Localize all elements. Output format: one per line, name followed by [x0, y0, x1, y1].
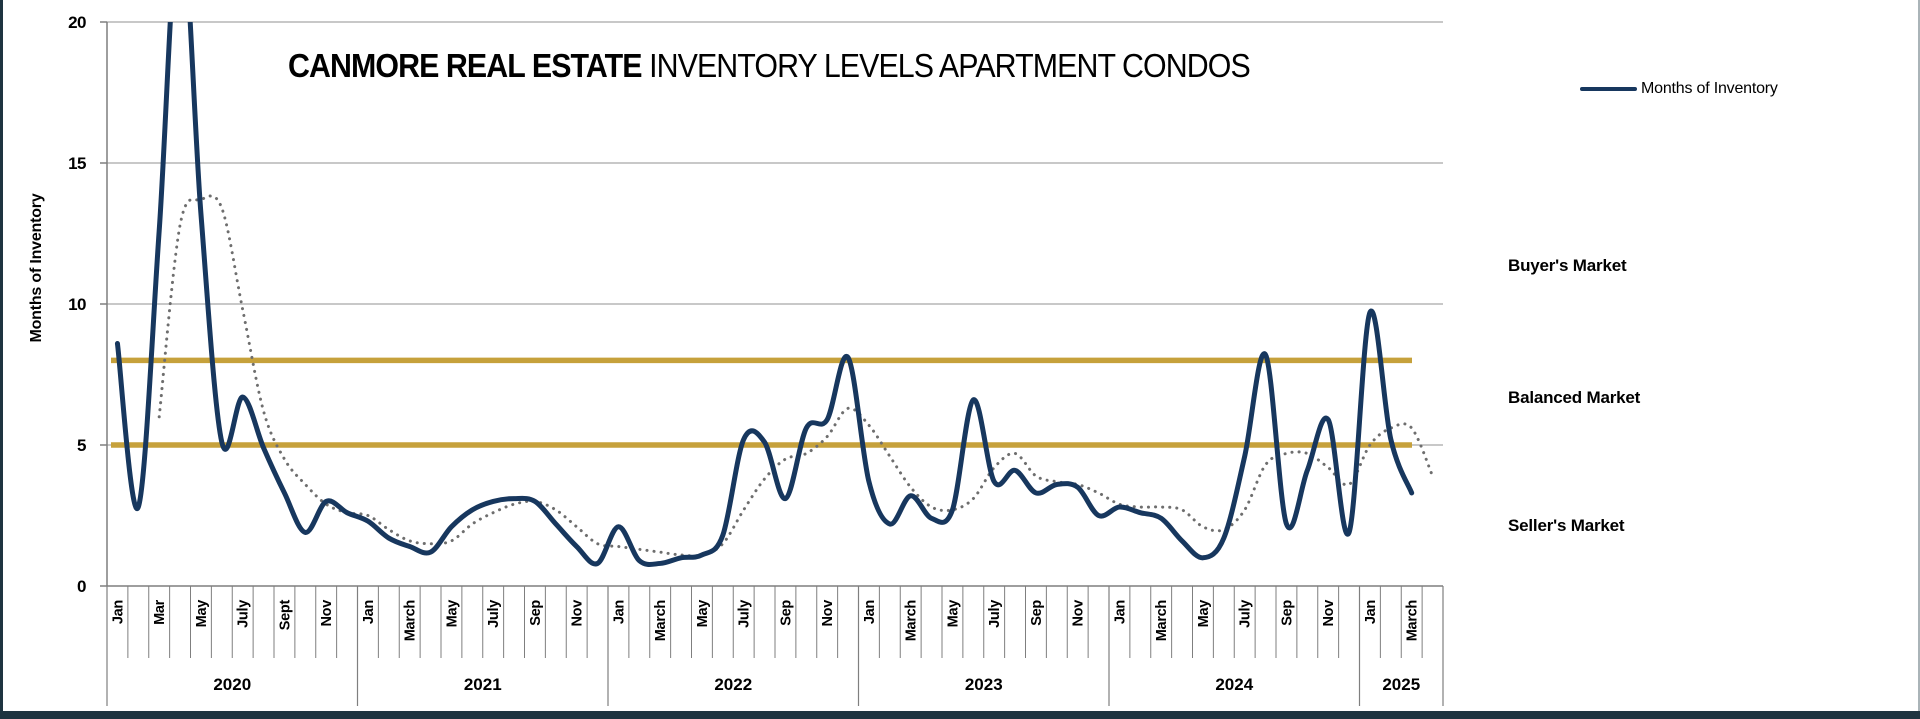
chart-frame-bottom	[0, 711, 1920, 719]
legend-line-swatch	[1580, 87, 1637, 91]
x-year-label-2025: 2025	[1382, 675, 1420, 694]
x-month-label-2024-May: May	[1196, 600, 1212, 628]
x-year-label-2020: 2020	[213, 675, 251, 694]
y-tick-label-10: 10	[68, 295, 86, 314]
x-month-label-2021-Jan: Jan	[361, 600, 377, 624]
y-tick-label-20: 20	[68, 13, 86, 32]
legend: Months of Inventory	[1580, 80, 1778, 98]
x-month-label-2020-Sept: Sept	[277, 600, 293, 631]
balanced-market-label: Balanced Market	[1508, 388, 1641, 407]
sellers-market-label: Seller's Market	[1508, 516, 1625, 535]
x-month-label-2023-July: July	[987, 600, 1003, 628]
x-month-label-2022-July: July	[737, 600, 753, 628]
legend-series-label: Months of Inventory	[1641, 80, 1778, 97]
y-tick-label-5: 5	[77, 436, 86, 455]
x-month-label-2020-Mar: Mar	[152, 599, 168, 625]
x-month-label-2021-Sep: Sep	[528, 600, 544, 626]
y-axis-title: Months of Inventory	[28, 193, 45, 343]
x-month-label-2023-Jan: Jan	[862, 600, 878, 624]
buyers-market-label: Buyer's Market	[1508, 256, 1627, 275]
chart-title: CANMORE REAL ESTATE INVENTORY LEVELS APA…	[288, 47, 1251, 85]
x-month-label-2024-July: July	[1238, 600, 1254, 628]
trend-dotted-line	[157, 194, 1435, 558]
x-month-label-2023-March: March	[904, 600, 920, 641]
x-month-label-2025-March: March	[1405, 600, 1421, 641]
chart-title-rest: INVENTORY LEVELS APARTMENT CONDOS	[641, 47, 1251, 84]
x-month-label-2020-Jan: Jan	[110, 600, 126, 624]
x-month-label-2023-May: May	[945, 600, 961, 628]
x-month-label-2021-May: May	[444, 600, 460, 628]
x-month-label-2023-Sep: Sep	[1029, 600, 1045, 626]
x-month-label-2022-Nov: Nov	[820, 600, 836, 627]
x-month-label-2021-March: March	[403, 600, 419, 641]
x-year-label-2023: 2023	[965, 675, 1003, 694]
x-month-label-2024-Nov: Nov	[1321, 600, 1337, 627]
y-tick-label-0: 0	[77, 577, 86, 596]
x-year-label-2021: 2021	[464, 675, 502, 694]
x-month-label-2025-Jan: Jan	[1363, 600, 1379, 624]
chart-frame-right	[1918, 0, 1920, 719]
x-month-label-2022-March: March	[653, 600, 669, 641]
x-month-label-2024-Jan: Jan	[1112, 600, 1128, 624]
x-month-label-2024-Sep: Sep	[1279, 600, 1295, 626]
x-month-label-2022-Jan: Jan	[611, 600, 627, 624]
x-month-label-2020-May: May	[194, 600, 210, 628]
y-tick-label-15: 15	[68, 154, 86, 173]
x-month-label-2020-Nov: Nov	[319, 600, 335, 627]
x-year-label-2022: 2022	[714, 675, 752, 694]
x-month-label-2023-Nov: Nov	[1071, 600, 1087, 627]
x-month-label-2020-July: July	[236, 600, 252, 628]
series-group	[114, 22, 1435, 567]
x-year-label-2024: 2024	[1215, 675, 1253, 694]
x-month-label-2024-March: March	[1154, 600, 1170, 641]
x-month-label-2022-Sep: Sep	[778, 600, 794, 626]
x-month-label-2022-May: May	[695, 600, 711, 628]
months-of-inventory-line	[114, 22, 1415, 567]
x-month-label-2021-July: July	[486, 600, 502, 628]
chart-title-brand: CANMORE REAL ESTATE	[288, 47, 643, 84]
x-month-label-2021-Nov: Nov	[570, 600, 586, 627]
chart-frame-left	[0, 0, 3, 719]
